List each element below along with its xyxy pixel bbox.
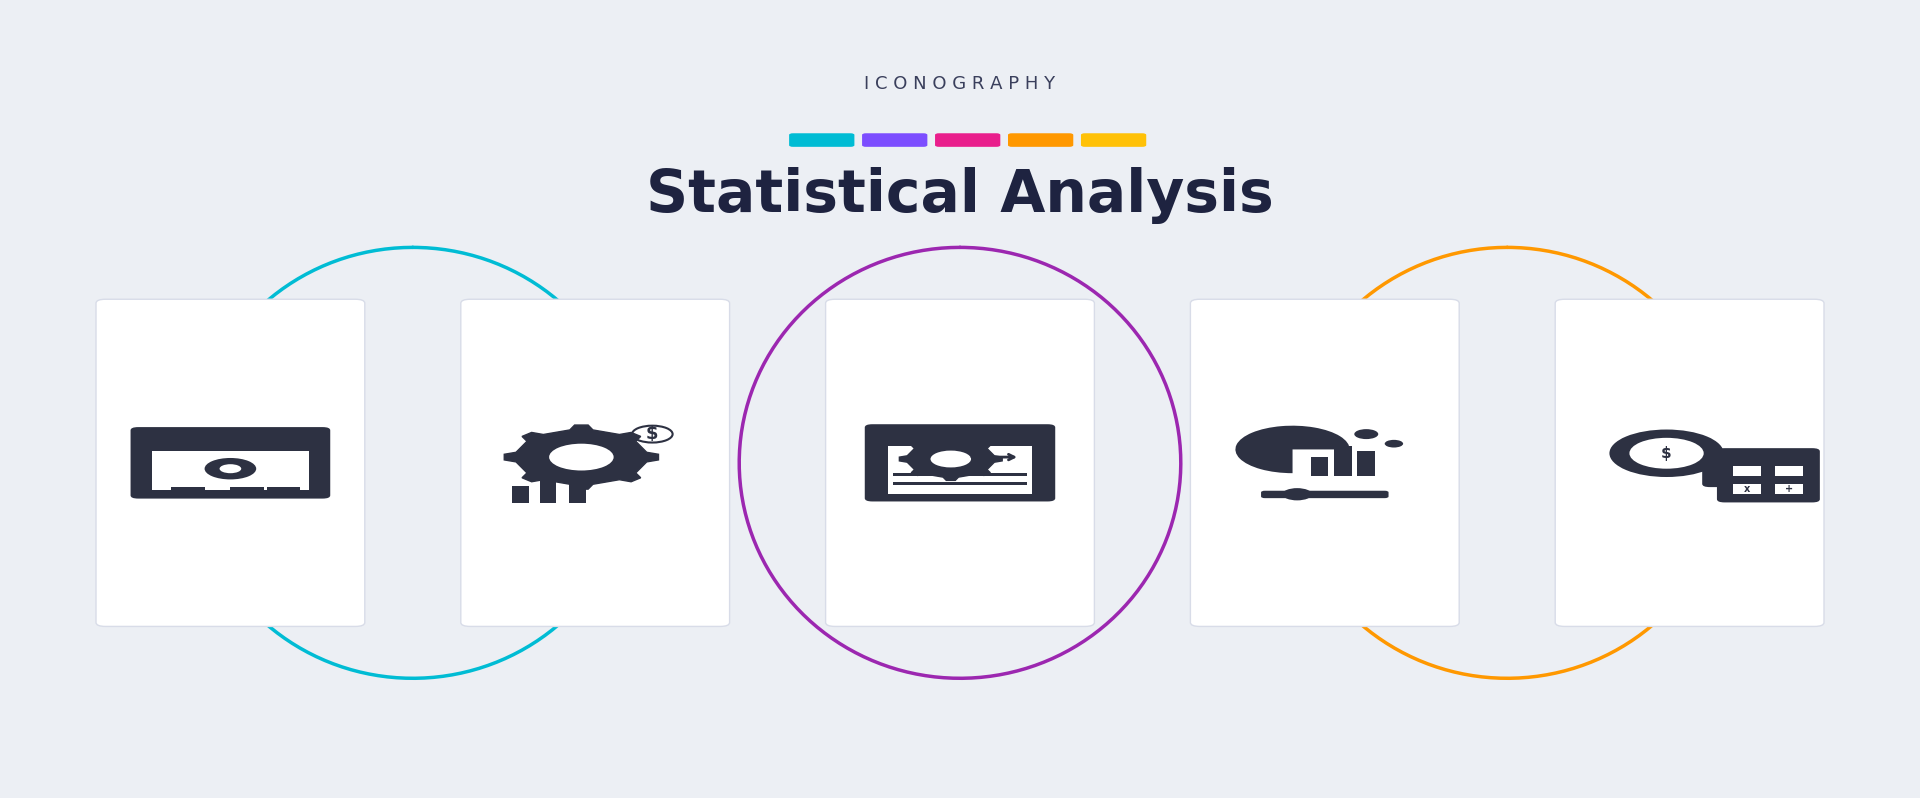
FancyBboxPatch shape bbox=[461, 299, 730, 626]
Circle shape bbox=[549, 444, 614, 471]
FancyBboxPatch shape bbox=[540, 476, 557, 503]
FancyBboxPatch shape bbox=[1334, 445, 1352, 476]
FancyBboxPatch shape bbox=[570, 482, 586, 503]
Text: I C O N O G R A P H Y: I C O N O G R A P H Y bbox=[864, 75, 1056, 93]
FancyBboxPatch shape bbox=[1261, 491, 1388, 498]
FancyBboxPatch shape bbox=[826, 299, 1094, 626]
Circle shape bbox=[205, 458, 255, 480]
Circle shape bbox=[1384, 440, 1404, 448]
Circle shape bbox=[1630, 438, 1703, 468]
FancyBboxPatch shape bbox=[96, 299, 365, 626]
FancyBboxPatch shape bbox=[893, 482, 1027, 485]
FancyBboxPatch shape bbox=[1357, 452, 1375, 476]
Circle shape bbox=[1609, 429, 1724, 477]
Text: $: $ bbox=[1661, 446, 1672, 460]
FancyBboxPatch shape bbox=[935, 133, 1000, 147]
FancyBboxPatch shape bbox=[862, 133, 927, 147]
FancyBboxPatch shape bbox=[134, 429, 326, 444]
FancyBboxPatch shape bbox=[1776, 466, 1803, 476]
Circle shape bbox=[219, 464, 242, 473]
Circle shape bbox=[276, 442, 288, 447]
FancyBboxPatch shape bbox=[171, 488, 205, 491]
FancyBboxPatch shape bbox=[1008, 133, 1073, 147]
Circle shape bbox=[242, 442, 253, 447]
Text: $: $ bbox=[647, 425, 659, 443]
FancyBboxPatch shape bbox=[1703, 458, 1738, 487]
Polygon shape bbox=[899, 437, 1002, 480]
FancyBboxPatch shape bbox=[1734, 466, 1761, 476]
Circle shape bbox=[1283, 488, 1311, 500]
Text: +: + bbox=[1786, 484, 1793, 494]
FancyBboxPatch shape bbox=[1716, 448, 1820, 503]
FancyBboxPatch shape bbox=[1190, 299, 1459, 626]
Text: Statistical Analysis: Statistical Analysis bbox=[647, 167, 1273, 224]
FancyBboxPatch shape bbox=[1311, 457, 1329, 476]
Circle shape bbox=[931, 451, 972, 468]
FancyBboxPatch shape bbox=[889, 446, 1031, 494]
FancyBboxPatch shape bbox=[267, 488, 300, 491]
Text: $: $ bbox=[1018, 426, 1029, 444]
FancyBboxPatch shape bbox=[152, 451, 309, 490]
FancyBboxPatch shape bbox=[1734, 484, 1761, 495]
FancyBboxPatch shape bbox=[1081, 133, 1146, 147]
FancyBboxPatch shape bbox=[1776, 484, 1803, 495]
Circle shape bbox=[1354, 429, 1379, 439]
FancyBboxPatch shape bbox=[789, 133, 854, 147]
Text: x: x bbox=[1743, 484, 1751, 494]
Circle shape bbox=[173, 442, 184, 447]
Wedge shape bbox=[1235, 425, 1350, 473]
FancyBboxPatch shape bbox=[513, 486, 528, 503]
FancyBboxPatch shape bbox=[230, 488, 263, 491]
FancyBboxPatch shape bbox=[1555, 299, 1824, 626]
FancyBboxPatch shape bbox=[131, 427, 330, 499]
FancyBboxPatch shape bbox=[864, 425, 1056, 501]
Circle shape bbox=[207, 442, 219, 447]
FancyBboxPatch shape bbox=[893, 473, 1027, 476]
Polygon shape bbox=[505, 425, 659, 489]
